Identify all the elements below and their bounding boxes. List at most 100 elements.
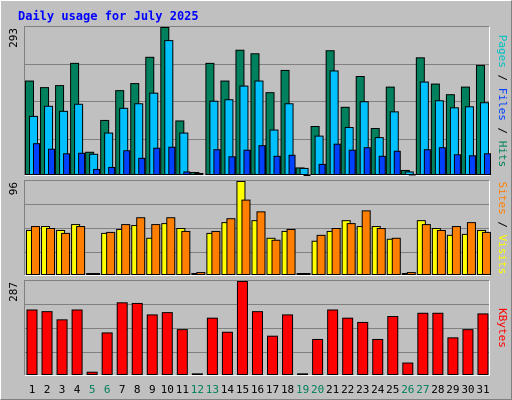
pages-bar (303, 174, 311, 176)
kbytes-bar (267, 335, 279, 376)
x-tick-label: 14 (221, 383, 235, 396)
kbytes-bar (462, 329, 474, 375)
kbytes-bar (402, 362, 414, 376)
sites-bar (106, 231, 116, 276)
files-bar (179, 132, 189, 175)
pages-bar (153, 147, 161, 176)
x-tick-label: 11 (176, 383, 189, 396)
kbytes-bar (71, 309, 83, 376)
x-tick-label: 28 (431, 383, 444, 396)
sites-bar (421, 224, 431, 275)
sites-bar (91, 273, 101, 275)
sites-bar (181, 230, 191, 275)
sites-bar (271, 239, 281, 275)
x-tick-label: 27 (416, 383, 429, 396)
kbytes-bar (282, 314, 294, 375)
kbytes-bar (26, 309, 38, 376)
x-tick-label: 22 (341, 383, 354, 396)
hits-legend-hits: Hits (496, 141, 509, 168)
kbytes-bar (297, 373, 309, 375)
pages-bar (48, 148, 56, 176)
hits-plot-shadow (24, 26, 490, 176)
sites-bar (481, 231, 491, 276)
sites-bar (46, 228, 56, 275)
pages-bar (258, 145, 266, 175)
pages-bar (333, 143, 341, 175)
sites-bar (76, 226, 86, 276)
pages-bar (468, 155, 476, 175)
x-tick-label: 10 (161, 383, 174, 396)
pages-bar (393, 150, 401, 176)
pages-bar (138, 157, 146, 176)
pages-bar (363, 147, 371, 175)
sites-bar (31, 226, 40, 276)
x-tick-label: 3 (59, 383, 66, 396)
kbytes-legend: KBytes (496, 308, 509, 348)
pages-bar (273, 155, 281, 176)
files-bar (194, 172, 204, 176)
sites-bar (451, 226, 461, 276)
visits-panel: 96 Sites / Visits (7, 180, 509, 276)
pages-bar (63, 153, 71, 175)
x-tick-label: 7 (119, 383, 126, 396)
kbytes-bar (41, 311, 53, 376)
kbytes-bar (146, 314, 158, 375)
sites-bar (121, 224, 131, 275)
hits-legend-separator: / (496, 121, 509, 141)
pages-bar (438, 147, 446, 175)
x-tick-label: 26 (401, 383, 414, 396)
sites-bar (316, 234, 326, 276)
x-tick-label: 20 (311, 383, 324, 396)
hits-legend: Pages / Files / Hits (496, 35, 509, 168)
pages-bar (123, 150, 131, 175)
pages-bar (213, 149, 221, 175)
sites-bar (61, 232, 71, 275)
pages-bar (378, 155, 386, 176)
sites-bar (346, 223, 356, 276)
sites-bar (151, 224, 161, 275)
x-tick-label: 19 (296, 383, 309, 396)
visits-plot-highlight (24, 180, 490, 276)
kbytes-bar (206, 317, 218, 375)
sites-bar (391, 237, 401, 276)
x-tick-label: 25 (386, 383, 399, 396)
pages-bar (93, 168, 101, 176)
kbytes-bar (251, 311, 263, 376)
pages-bar (453, 154, 461, 175)
x-tick-label: 17 (266, 383, 279, 396)
x-tick-label: 16 (251, 383, 264, 396)
pages-bar (168, 146, 176, 176)
sites-bar (301, 273, 311, 275)
kbytes-bar (191, 373, 203, 375)
x-tick-label: 24 (371, 383, 385, 396)
sites-bar (241, 199, 251, 276)
sites-bar (211, 230, 221, 275)
hits-max-label: 293 (7, 28, 20, 48)
x-tick-label: 15 (236, 383, 249, 396)
sites-bar (286, 228, 296, 276)
files-bar (299, 167, 309, 176)
visits-plot-shadow (24, 180, 490, 276)
kbytes-bar (417, 312, 429, 376)
x-tick-label: 18 (281, 383, 294, 396)
hits-panel: 293 Pages / Files / Hits (7, 26, 509, 176)
kbytes-bar (342, 317, 354, 375)
pages-bar (348, 149, 356, 176)
x-tick-label: 6 (104, 383, 111, 396)
kbytes-bar (447, 337, 459, 376)
pages-bar (183, 171, 191, 175)
kbytes-bar (372, 338, 384, 376)
x-tick-label: 2 (44, 383, 51, 396)
x-tick-label: 30 (461, 383, 474, 396)
kbytes-bar (161, 312, 173, 376)
pages-bar (423, 149, 431, 175)
sites-bar (136, 217, 146, 276)
kbytes-bar (312, 338, 324, 376)
visits-max-label: 96 (7, 182, 20, 195)
kbytes-bar (327, 309, 339, 376)
x-tick-label: 5 (89, 383, 96, 396)
visits-legend-separator: / (496, 215, 509, 235)
kbytes-bar (432, 312, 444, 376)
